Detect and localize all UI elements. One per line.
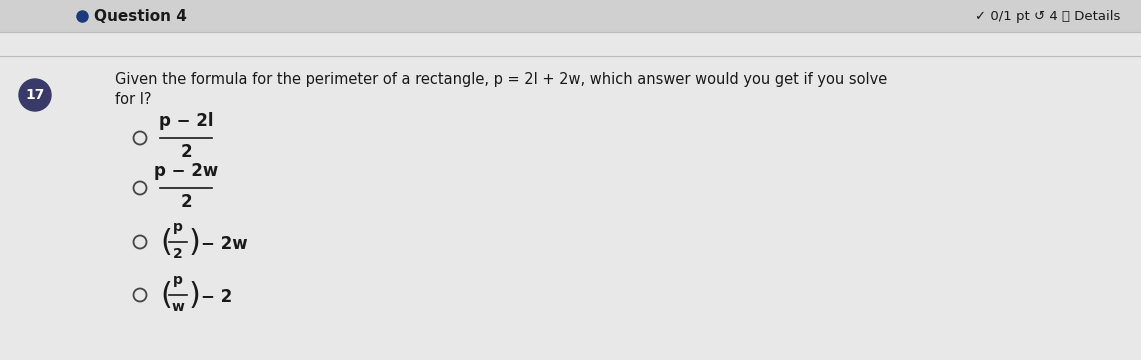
Text: (: ( xyxy=(160,228,172,257)
Text: Question 4: Question 4 xyxy=(94,9,187,23)
Text: Given the formula for the perimeter of a rectangle, p = 2l + 2w, which answer wo: Given the formula for the perimeter of a… xyxy=(115,72,888,87)
Text: 17: 17 xyxy=(25,88,44,102)
Text: p: p xyxy=(173,220,183,234)
Text: ✓ 0/1 pt ↺ 4 ⓘ Details: ✓ 0/1 pt ↺ 4 ⓘ Details xyxy=(974,9,1120,23)
Text: (: ( xyxy=(160,280,172,310)
Text: p − 2l: p − 2l xyxy=(159,112,213,130)
Text: for l?: for l? xyxy=(115,92,152,107)
Text: p − 2w: p − 2w xyxy=(154,162,218,180)
FancyBboxPatch shape xyxy=(0,0,1141,32)
Text: ): ) xyxy=(189,280,201,310)
Text: 2: 2 xyxy=(173,247,183,261)
Text: 2: 2 xyxy=(180,193,192,211)
Text: ): ) xyxy=(189,228,201,257)
FancyBboxPatch shape xyxy=(0,32,1141,360)
Circle shape xyxy=(19,79,51,111)
Text: 2: 2 xyxy=(180,143,192,161)
Text: − 2: − 2 xyxy=(201,288,233,306)
Text: w: w xyxy=(171,300,185,314)
Text: p: p xyxy=(173,273,183,287)
Text: − 2w: − 2w xyxy=(201,235,248,253)
